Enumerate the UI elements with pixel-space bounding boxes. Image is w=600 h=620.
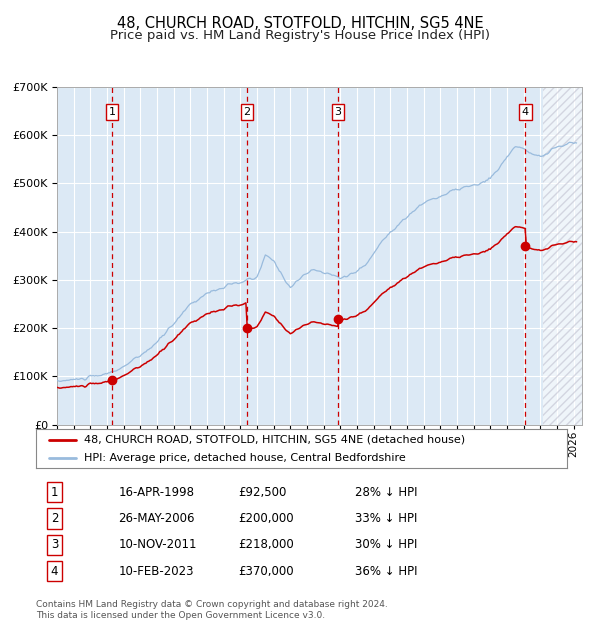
Text: 2: 2	[51, 512, 58, 525]
Text: 2: 2	[244, 107, 251, 117]
Text: 48, CHURCH ROAD, STOTFOLD, HITCHIN, SG5 4NE: 48, CHURCH ROAD, STOTFOLD, HITCHIN, SG5 …	[116, 16, 484, 31]
Text: 36% ↓ HPI: 36% ↓ HPI	[355, 565, 417, 578]
Text: 10-NOV-2011: 10-NOV-2011	[118, 538, 197, 551]
Text: £218,000: £218,000	[238, 538, 293, 551]
Text: 3: 3	[334, 107, 341, 117]
Text: 48, CHURCH ROAD, STOTFOLD, HITCHIN, SG5 4NE (detached house): 48, CHURCH ROAD, STOTFOLD, HITCHIN, SG5 …	[84, 435, 465, 445]
Text: 1: 1	[109, 107, 115, 117]
Text: 26-MAY-2006: 26-MAY-2006	[118, 512, 195, 525]
Text: 3: 3	[51, 538, 58, 551]
Text: 30% ↓ HPI: 30% ↓ HPI	[355, 538, 417, 551]
Text: Price paid vs. HM Land Registry's House Price Index (HPI): Price paid vs. HM Land Registry's House …	[110, 29, 490, 42]
Text: 33% ↓ HPI: 33% ↓ HPI	[355, 512, 417, 525]
Text: 28% ↓ HPI: 28% ↓ HPI	[355, 485, 417, 498]
Bar	[543, 87, 590, 425]
Text: Contains HM Land Registry data © Crown copyright and database right 2024.
This d: Contains HM Land Registry data © Crown c…	[36, 600, 388, 619]
Text: £200,000: £200,000	[238, 512, 293, 525]
Text: 10-FEB-2023: 10-FEB-2023	[118, 565, 194, 578]
Text: £370,000: £370,000	[238, 565, 293, 578]
Text: HPI: Average price, detached house, Central Bedfordshire: HPI: Average price, detached house, Cent…	[84, 453, 406, 463]
Text: £92,500: £92,500	[238, 485, 286, 498]
Text: 4: 4	[51, 565, 58, 578]
Text: 16-APR-1998: 16-APR-1998	[118, 485, 194, 498]
Text: 1: 1	[51, 485, 58, 498]
Text: 4: 4	[522, 107, 529, 117]
